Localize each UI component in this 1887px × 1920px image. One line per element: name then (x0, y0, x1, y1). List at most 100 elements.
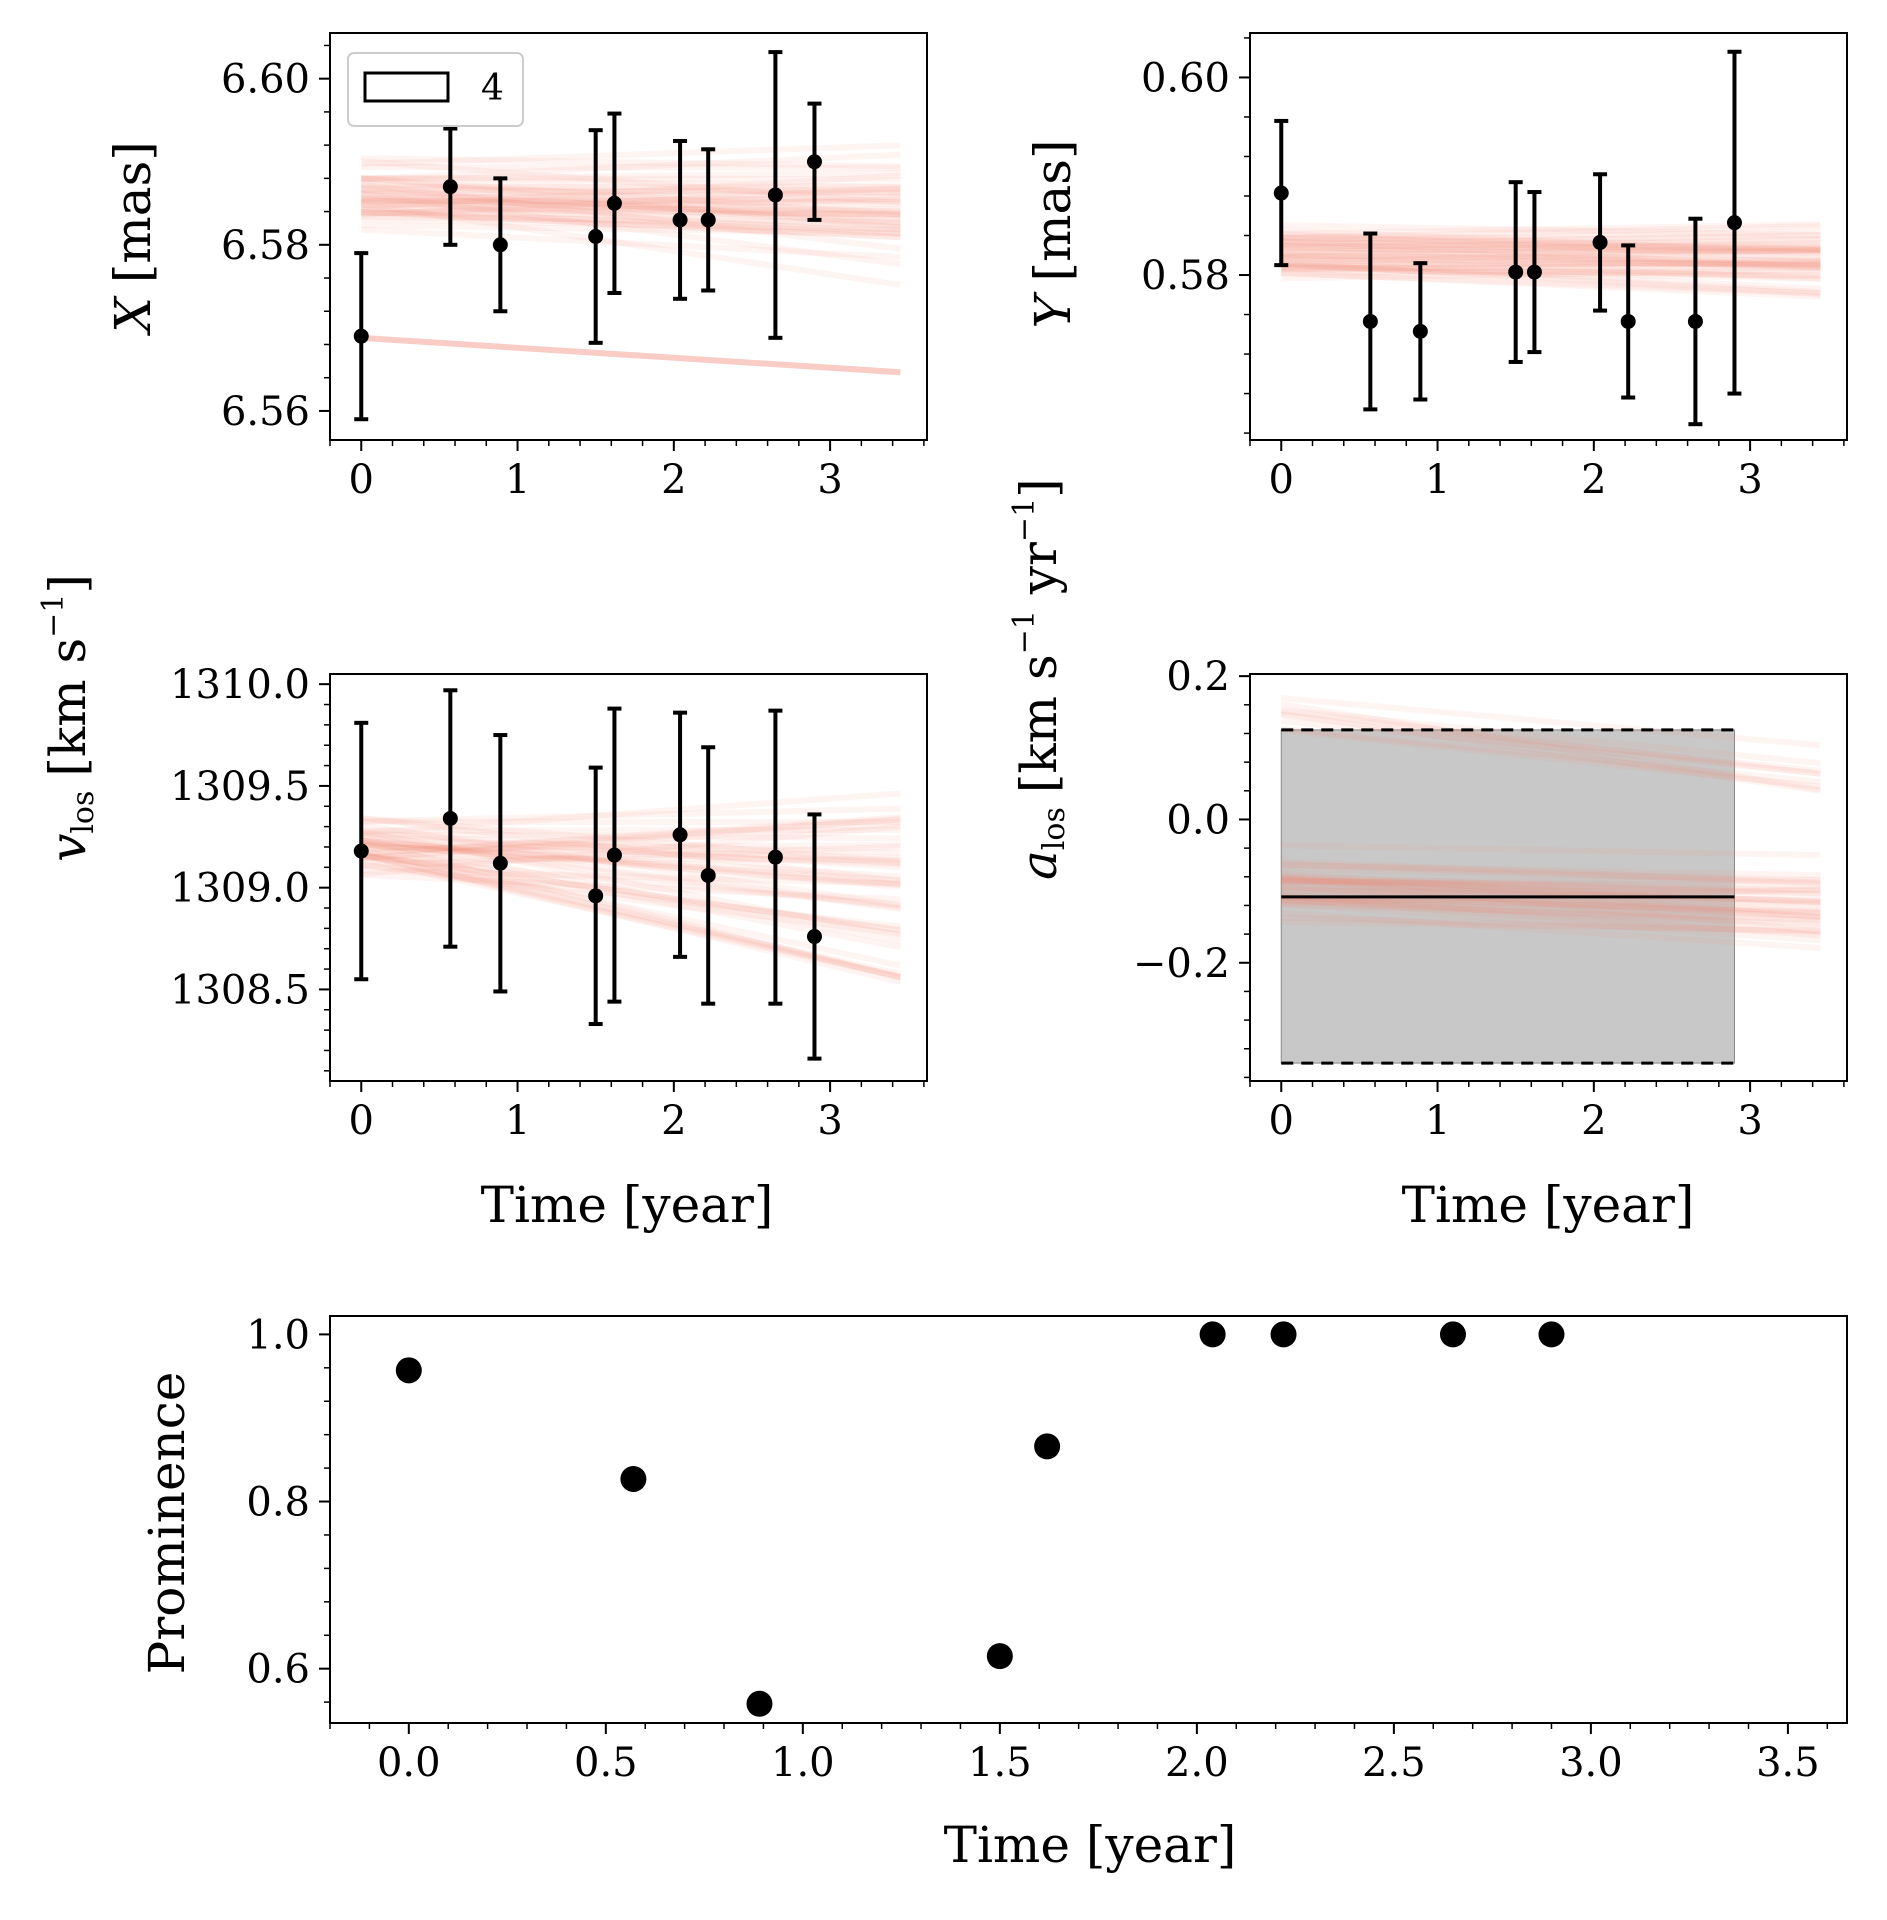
x-tick-label: 2 (661, 457, 686, 503)
y-tick-label: 1309.0 (170, 866, 310, 912)
data-point (353, 843, 369, 859)
y-tick-label: 1309.5 (170, 764, 310, 810)
model-line (1281, 878, 1821, 905)
y-axis-unit-end-vlos: ] (39, 574, 97, 594)
data-points-vlos (353, 688, 822, 1061)
y-tick-label: 6.56 (221, 389, 310, 435)
ticks-y: 0 1 2 3 0.58 0.60 (1141, 37, 1845, 503)
model-lines-alos (1280, 695, 1821, 951)
y-axis-unit-x: [mas] (104, 141, 162, 283)
data-point (1439, 1321, 1466, 1348)
data-point (588, 229, 604, 244)
model-line (1280, 708, 1821, 777)
x-tick-label: 1.0 (771, 1740, 835, 1786)
model-line (1280, 706, 1821, 767)
acceleration-band-lines (1281, 728, 1735, 1065)
data-point (746, 1690, 773, 1717)
x-tick-label: 3 (817, 1098, 842, 1144)
model-line (1281, 918, 1821, 934)
model-line (1281, 866, 1821, 883)
model-line (1281, 883, 1821, 921)
model-line (1281, 910, 1821, 951)
y-axis-var-vlos: v (39, 834, 97, 862)
axes-frame-alos (1249, 673, 1848, 1082)
model-line (1280, 695, 1821, 749)
model-line-outlier (361, 334, 901, 376)
model-line (1281, 842, 1821, 859)
data-point (353, 328, 369, 344)
panel-prominence: 0.0 0.5 1.0 1.5 2.0 2.5 3.0 3.5 0.6 0.8 1.0 Promin… (138, 1312, 1848, 1874)
model-line (1281, 876, 1821, 897)
data-point (442, 810, 458, 826)
data-point (700, 212, 716, 228)
data-point (442, 179, 458, 195)
y-tick-label: 0.60 (1141, 55, 1230, 101)
x-tick-label: 2 (1581, 1098, 1606, 1144)
model-line (1280, 712, 1821, 774)
y-tick-label: 6.60 (221, 57, 310, 103)
model-line (1281, 894, 1821, 916)
data-point (1592, 234, 1608, 250)
data-point (767, 849, 783, 865)
model-line (1281, 877, 1821, 885)
ticks-vlos: 0 1 2 3 1308.5 1309.0 1309.5 1310.0 (170, 662, 925, 1144)
data-point (1726, 215, 1742, 231)
model-line (1280, 710, 1821, 794)
x-tick-label: 3.0 (1559, 1740, 1623, 1786)
model-line (1281, 872, 1821, 899)
y-tick-label: 0.0 (1166, 797, 1230, 843)
x-tick-label: 1 (1425, 457, 1450, 503)
x-tick-label: 3.5 (1756, 1740, 1820, 1786)
x-axis-title-prominence: Time [year] (944, 1816, 1237, 1874)
x-tick-label: 0 (349, 457, 374, 503)
model-line (1281, 861, 1821, 887)
data-point (1687, 313, 1703, 329)
x-tick-label: 0.5 (574, 1740, 638, 1786)
y-tick-label: −0.2 (1133, 941, 1230, 987)
x-tick-label: 2.5 (1362, 1740, 1426, 1786)
data-point (1270, 1321, 1297, 1348)
y-axis-unit-vlos: [km s (39, 638, 97, 777)
model-line (1281, 896, 1821, 939)
data-point (767, 187, 783, 203)
panel-x-position: 0 1 2 3 6.56 6.58 6.60 4 X [mas] (104, 32, 928, 503)
model-line (1281, 893, 1821, 938)
model-line (1280, 727, 1821, 790)
x-tick-label: 2 (1581, 457, 1606, 503)
model-line (361, 826, 901, 834)
panel-line-of-sight-acceleration: 0 1 2 3−0.20.00.2 alos[km s−1 yr−1] Time [y… (1007, 478, 1848, 1234)
data-point (1526, 264, 1542, 280)
legend: 4 (347, 52, 524, 127)
y-tick-label: 0.2 (1166, 654, 1230, 700)
model-line (1281, 861, 1821, 879)
x-tick-label: 2.0 (1165, 1740, 1229, 1786)
data-point (700, 867, 716, 883)
model-line (1281, 900, 1821, 944)
x-tick-label: 1 (1425, 1098, 1450, 1144)
data-point (672, 212, 688, 228)
data-point (492, 855, 508, 871)
legend-box (347, 52, 524, 127)
model-line (1281, 894, 1821, 924)
ticks-alos: 0 1 2 3 −0.2 0.0 0.2 (1133, 654, 1845, 1144)
model-line (361, 855, 901, 863)
data-point (1273, 185, 1289, 201)
y-axis-unit-y: [mas] (1024, 140, 1082, 282)
y-axis-title-prominence: Prominence (138, 1372, 196, 1675)
data-point (1412, 323, 1428, 339)
y-tick-label: 6.58 (221, 223, 310, 269)
model-line (1280, 725, 1821, 785)
data-point (672, 827, 688, 843)
y-axis-sub-vlos: los (66, 791, 101, 834)
legend-label: 4 (481, 68, 504, 109)
y-tick-label: 1308.5 (170, 967, 310, 1013)
data-points-y (1273, 49, 1742, 427)
x-tick-label: 3 (817, 457, 842, 503)
model-line (1281, 897, 1821, 929)
data-point (806, 154, 822, 170)
axes-frame-prominence (329, 1315, 1848, 1724)
legend-swatch (363, 71, 450, 103)
x-tick-label: 0 (1269, 1098, 1294, 1144)
x-tick-label: 1 (505, 457, 530, 503)
y-tick-label: 1310.0 (170, 662, 310, 708)
